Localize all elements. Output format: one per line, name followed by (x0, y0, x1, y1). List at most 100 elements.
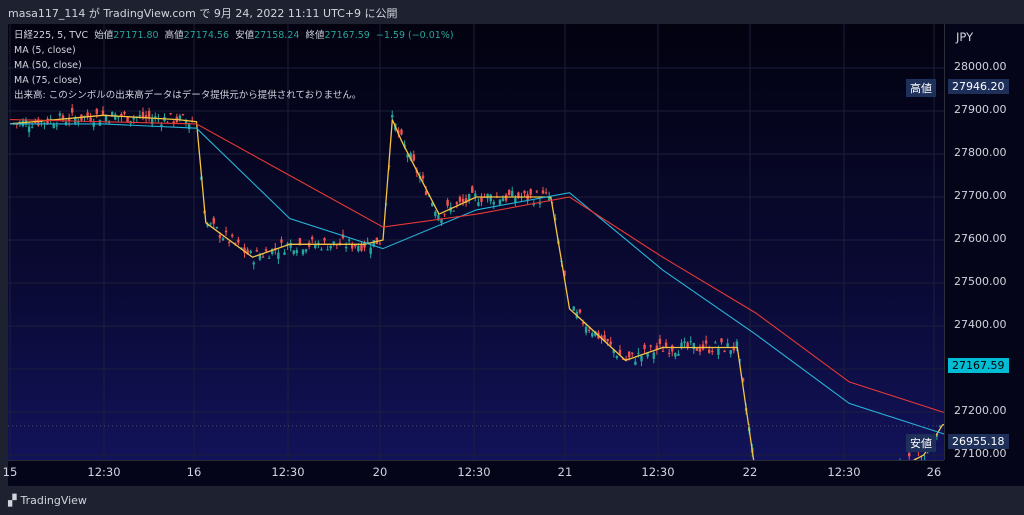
candle-body (221, 238, 225, 241)
price-tick: 27700.00 (954, 189, 1007, 202)
candle-body (30, 126, 34, 128)
candle-body (304, 249, 308, 252)
ma75-legend[interactable]: MA (75, close) (14, 75, 82, 86)
candle-body (178, 115, 182, 120)
candle-body (366, 241, 369, 244)
time-axis[interactable] (8, 460, 944, 487)
candle-body (344, 246, 348, 249)
time-tick: 12:30 (87, 465, 121, 479)
candle-body (738, 359, 742, 361)
candle-body (618, 349, 622, 356)
candle-body (695, 347, 699, 351)
candle-body (314, 244, 317, 248)
low-tag: 安値 (906, 434, 936, 452)
candle-body (391, 115, 394, 118)
candle-body (452, 210, 455, 212)
candle-body (581, 322, 585, 324)
price-tick: 27900.00 (954, 103, 1007, 116)
candle-body (74, 117, 77, 124)
price-tick: 28000.00 (954, 60, 1007, 73)
volume-note: 出来高: このシンボルの出来高データはデータ提供元から提供されておりません。 (14, 90, 362, 101)
tv-logo-icon: ▞ (8, 494, 17, 507)
candle-body (631, 352, 634, 354)
candle-body (606, 339, 609, 342)
candle-body (612, 349, 615, 353)
high-price-label: 27946.20 (948, 79, 1009, 94)
candle-body (397, 130, 400, 134)
candle-body (295, 250, 299, 254)
candle-body (412, 154, 415, 161)
candle-body (584, 326, 588, 333)
candle-body (120, 113, 123, 117)
price-tick: 27800.00 (954, 146, 1007, 159)
candle-body (86, 112, 89, 118)
candle-body (424, 191, 428, 195)
chart-legend: 日経225, 5, TVC 始値27171.80 高値27174.56 安値27… (14, 28, 454, 103)
ohlc-line: 日経225, 5, TVC 始値27171.80 高値27174.56 安値27… (14, 28, 454, 43)
ma50-legend[interactable]: MA (50, close) (14, 60, 82, 71)
candle-body (172, 121, 175, 124)
high-label: 高値 (164, 30, 184, 41)
candle-body (317, 242, 320, 244)
candle-body (209, 223, 212, 225)
candle-body (271, 248, 274, 254)
candle-body (141, 112, 145, 119)
time-tick: 12:30 (457, 465, 491, 479)
candle-body (523, 190, 526, 194)
time-tick: 12:30 (641, 465, 675, 479)
time-tick: 16 (186, 465, 202, 479)
candle-body (70, 108, 74, 113)
time-tick: 12:30 (271, 465, 305, 479)
candle-body (640, 355, 643, 362)
candle-body (360, 244, 363, 251)
candle-body (147, 111, 151, 118)
candle-body (621, 358, 625, 360)
publish-header: masa117_114 が TradingView.com で 9月 24, 2… (0, 0, 1024, 24)
candle-body (215, 227, 219, 229)
candle-body (421, 175, 425, 179)
candle-body (600, 335, 603, 339)
candle-body (908, 453, 911, 457)
candle-body (714, 342, 717, 344)
tradingview-logo[interactable]: ▞ TradingView (8, 494, 87, 507)
candle-body (541, 190, 545, 194)
candle-body (554, 218, 557, 220)
ma50-line (10, 123, 944, 435)
ma5-legend[interactable]: MA (5, close) (14, 45, 76, 56)
candle-body (144, 115, 148, 118)
candle-body (92, 122, 95, 127)
candle-body (117, 116, 120, 118)
candle-body (486, 193, 489, 199)
candle-body (289, 243, 292, 248)
candle-body (658, 338, 662, 344)
candle-body (563, 270, 566, 277)
candle-body (443, 213, 446, 215)
footer: ▞ TradingView (0, 486, 1024, 515)
candle-body (111, 112, 114, 117)
candle-body (935, 434, 939, 437)
candle-body (231, 234, 234, 237)
candle-body (132, 117, 135, 120)
candle-body (332, 241, 335, 244)
chart-pane[interactable] (8, 24, 944, 460)
candle-body (258, 255, 262, 260)
candle-body (529, 189, 532, 195)
candle-body (572, 306, 575, 311)
close-label: 終値 (305, 30, 325, 41)
candle-body (77, 121, 80, 123)
candle-body (720, 338, 723, 343)
candle-body (357, 245, 360, 252)
candle-body (517, 192, 520, 198)
candle-body (471, 186, 474, 193)
price-axis[interactable] (944, 24, 1024, 460)
high-value: 27174.56 (183, 30, 230, 41)
symbol-label[interactable]: 日経225, 5, TVC (14, 30, 89, 41)
candle-body (206, 223, 209, 227)
candle-body (351, 244, 354, 249)
candle-body (671, 345, 674, 352)
publish-text: masa117_114 が TradingView.com で 9月 24, 2… (8, 7, 398, 20)
open-label: 始値 (94, 30, 114, 41)
candle-body (212, 217, 215, 224)
currency-label[interactable]: JPY (956, 30, 974, 44)
candle-body (323, 238, 326, 241)
